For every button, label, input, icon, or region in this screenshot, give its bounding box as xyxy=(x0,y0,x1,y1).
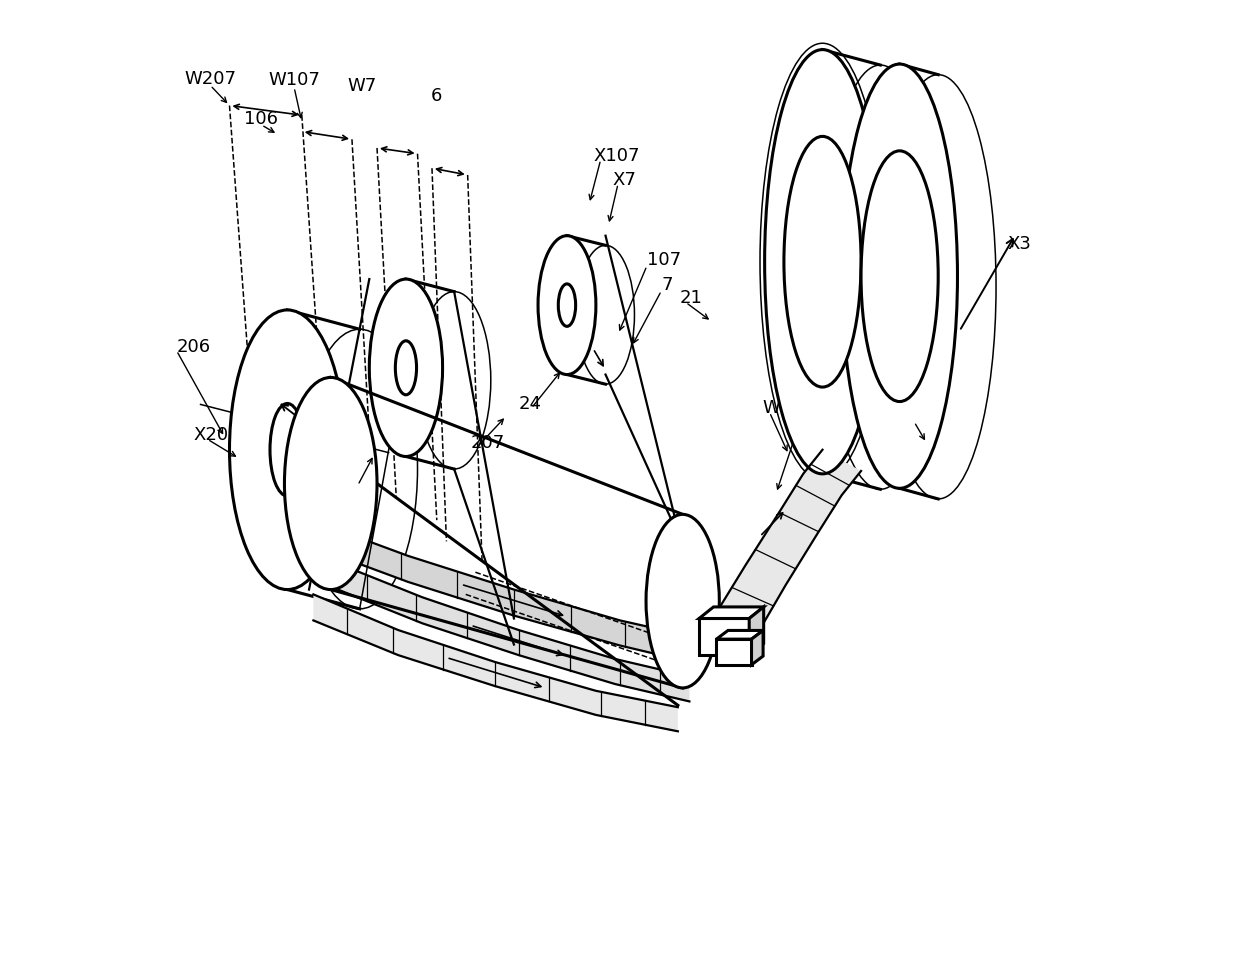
Ellipse shape xyxy=(284,377,377,590)
Ellipse shape xyxy=(538,236,596,374)
Text: W7: W7 xyxy=(347,77,376,95)
Polygon shape xyxy=(717,630,763,639)
Polygon shape xyxy=(751,630,763,664)
Text: X107: X107 xyxy=(593,147,640,164)
Ellipse shape xyxy=(822,65,939,489)
Ellipse shape xyxy=(370,279,443,456)
Ellipse shape xyxy=(784,136,861,387)
Polygon shape xyxy=(699,607,764,619)
Text: 206: 206 xyxy=(176,337,211,356)
Text: W107: W107 xyxy=(268,72,320,90)
Ellipse shape xyxy=(396,340,417,395)
Polygon shape xyxy=(314,595,678,731)
Ellipse shape xyxy=(646,514,719,688)
Ellipse shape xyxy=(418,292,491,469)
Ellipse shape xyxy=(842,64,957,488)
Polygon shape xyxy=(304,517,697,663)
Text: 21: 21 xyxy=(680,289,703,308)
Text: 106: 106 xyxy=(244,110,278,128)
Ellipse shape xyxy=(880,74,996,499)
Text: 23: 23 xyxy=(346,483,370,500)
Text: 207: 207 xyxy=(470,434,505,452)
Polygon shape xyxy=(749,607,764,655)
Text: 22: 22 xyxy=(908,409,930,427)
Polygon shape xyxy=(712,450,861,638)
Text: X207: X207 xyxy=(193,426,241,444)
Text: W3: W3 xyxy=(763,399,792,418)
Text: 6: 6 xyxy=(432,87,443,104)
Polygon shape xyxy=(331,561,689,701)
Ellipse shape xyxy=(229,310,345,590)
Text: X3: X3 xyxy=(1008,235,1032,253)
Text: 107: 107 xyxy=(647,250,681,269)
Ellipse shape xyxy=(270,403,305,496)
FancyBboxPatch shape xyxy=(717,639,751,664)
Ellipse shape xyxy=(765,49,880,474)
Text: 3: 3 xyxy=(791,428,804,446)
Ellipse shape xyxy=(301,329,418,609)
Text: W207: W207 xyxy=(185,70,236,88)
Ellipse shape xyxy=(558,284,575,326)
Ellipse shape xyxy=(577,246,635,384)
Ellipse shape xyxy=(861,151,939,401)
Text: 7: 7 xyxy=(661,276,673,294)
FancyBboxPatch shape xyxy=(699,619,749,655)
Text: 24: 24 xyxy=(518,396,542,414)
Text: X7: X7 xyxy=(613,171,636,189)
